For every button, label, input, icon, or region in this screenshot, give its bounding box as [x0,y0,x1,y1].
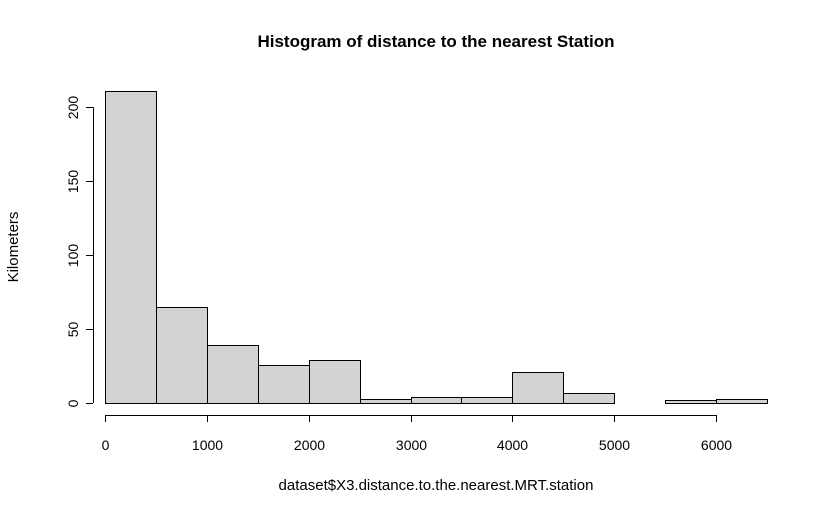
y-tick-label: 150 [65,170,81,194]
y-tick-label: 50 [65,322,81,338]
x-tick-label: 3000 [396,437,427,453]
x-axis-label: dataset$X3.distance.to.the.nearest.MRT.s… [279,477,594,494]
chart-title: Histogram of distance to the nearest Sta… [257,32,614,51]
x-tick-label: 5000 [599,437,630,453]
y-tick-label: 200 [65,96,81,120]
histogram-bar [461,397,513,404]
histogram-bar [207,345,259,404]
bars-group [105,91,768,404]
histogram-bar [716,399,768,404]
y-axis-label: Kilometers [5,212,22,283]
histogram-bar [563,393,615,404]
histogram-bar [105,91,157,404]
x-tick-label: 2000 [294,437,325,453]
y-tick-label: 100 [65,244,81,268]
histogram-bar [512,372,564,404]
histogram-bar [360,399,412,404]
histogram-bar [309,360,361,404]
histogram-bar [665,400,717,404]
x-tick-label: 1000 [192,437,223,453]
histogram-bar [156,307,208,404]
histogram-bar [411,397,462,404]
y-tick-label: 0 [65,399,81,407]
histogram-bar [258,365,310,404]
y-axis: 0 50 100 150 200 [65,96,94,407]
x-tick-label: 4000 [497,437,528,453]
x-axis: 0 1000 2000 3000 4000 5000 6000 [102,415,732,453]
x-tick-label: 6000 [701,437,732,453]
x-tick-label: 0 [102,437,110,453]
